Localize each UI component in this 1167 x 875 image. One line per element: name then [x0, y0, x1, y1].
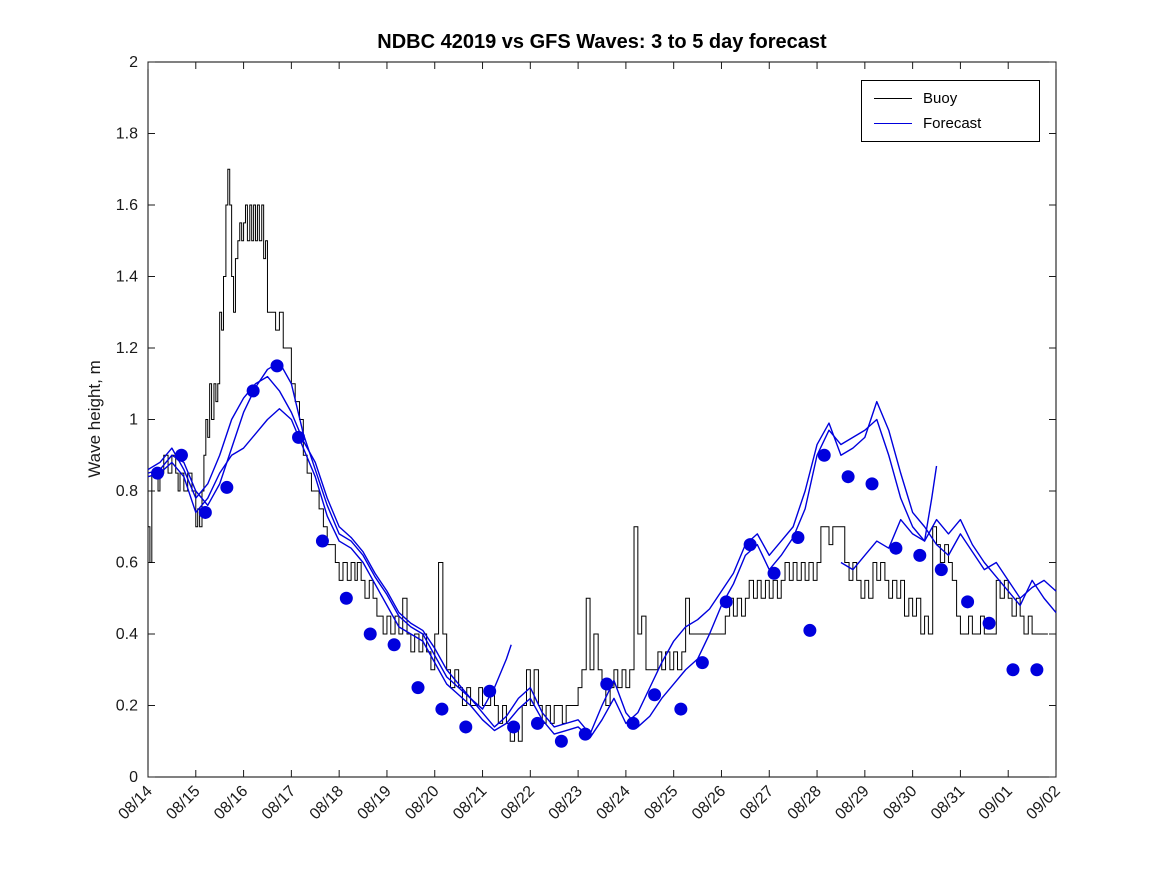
legend-entry-buoy: Buoy — [874, 90, 1027, 107]
forecast-marker — [387, 638, 401, 652]
legend-label-forecast: Forecast — [923, 115, 982, 132]
y-tick-label: 1.2 — [116, 340, 138, 357]
forecast-marker — [674, 702, 688, 716]
forecast-marker — [246, 384, 260, 398]
y-tick-label: 0.8 — [116, 483, 138, 500]
forecast-marker — [865, 477, 879, 491]
x-tick-label: 09/01 — [976, 783, 1016, 823]
forecast-marker — [459, 720, 473, 734]
forecast-marker — [841, 470, 855, 484]
x-tick-label: 09/02 — [1023, 783, 1063, 823]
y-tick-label: 1.8 — [116, 126, 138, 143]
x-tick-label: 08/18 — [307, 783, 347, 823]
forecast-marker — [578, 727, 592, 741]
forecast-marker — [791, 530, 805, 544]
chart-title: NDBC 42019 vs GFS Waves: 3 to 5 day fore… — [377, 31, 827, 53]
forecast-marker — [483, 684, 497, 698]
forecast-marker — [315, 534, 329, 548]
forecast-marker — [339, 591, 353, 605]
forecast-marker — [803, 623, 817, 637]
forecast-marker — [934, 563, 948, 577]
forecast-marker — [889, 541, 903, 555]
y-axis-label: Wave height, m — [85, 360, 104, 478]
forecast-marker — [270, 359, 284, 373]
y-tick-label: 0.4 — [116, 626, 138, 643]
legend-label-buoy: Buoy — [923, 90, 958, 107]
forecast-markers — [151, 359, 1044, 748]
forecast-marker — [695, 656, 709, 670]
buoy-line-swatch — [874, 98, 912, 99]
forecast-marker — [600, 677, 614, 691]
forecast-marker — [554, 734, 568, 748]
legend-entry-forecast: Forecast — [874, 115, 1027, 132]
y-axis: 0 0.2 0.4 0.6 0.8 1 1.2 1.4 1.6 1.8 2 — [116, 54, 1056, 786]
x-tick-label: 08/17 — [259, 783, 299, 823]
forecast-marker — [507, 720, 521, 734]
forecast-marker — [719, 595, 733, 609]
y-tick-label: 1.4 — [116, 269, 138, 286]
y-tick-label: 0.6 — [116, 555, 138, 572]
buoy-series — [148, 168, 1048, 742]
x-axis: 08/14 08/15 08/16 08/17 08/18 08/19 08/20 08/21… — [115, 62, 1064, 823]
forecast-line-swatch — [874, 123, 912, 124]
x-tick-label: 08/14 — [115, 783, 155, 823]
x-tick-label: 08/22 — [498, 783, 538, 823]
forecast-marker — [743, 538, 757, 552]
forecast-marker — [292, 430, 306, 444]
forecast-marker — [363, 627, 377, 641]
forecast-marker — [174, 448, 188, 462]
x-tick-label: 08/20 — [402, 783, 442, 823]
forecast-marker — [1006, 663, 1020, 677]
y-tick-label: 0 — [129, 769, 138, 786]
x-tick-label: 08/27 — [737, 783, 777, 823]
forecast-marker — [220, 480, 234, 494]
x-tick-label: 08/23 — [546, 783, 586, 823]
legend-box: Buoy Forecast — [861, 80, 1040, 142]
forecast-marker — [817, 448, 831, 462]
x-tick-label: 08/25 — [641, 783, 681, 823]
forecast-marker — [411, 681, 425, 695]
y-tick-label: 0.2 — [116, 698, 138, 715]
x-tick-label: 08/26 — [689, 783, 729, 823]
forecast-marker — [913, 548, 927, 562]
x-tick-label: 08/24 — [593, 783, 633, 823]
x-tick-label: 08/29 — [832, 783, 872, 823]
forecast-marker — [982, 616, 996, 630]
x-tick-label: 08/15 — [163, 783, 203, 823]
x-tick-label: 08/21 — [450, 783, 490, 823]
y-tick-label: 2 — [129, 54, 138, 71]
forecast-marker — [1030, 663, 1044, 677]
forecast-run-4 — [840, 465, 938, 571]
forecast-marker — [530, 716, 544, 730]
forecast-marker — [648, 688, 662, 702]
forecast-marker — [961, 595, 975, 609]
x-tick-label: 08/31 — [928, 783, 968, 823]
forecast-marker — [626, 716, 640, 730]
forecast-marker — [198, 505, 212, 519]
forecast-run-3 — [147, 375, 512, 710]
x-tick-label: 08/28 — [785, 783, 825, 823]
forecast-series — [147, 361, 1057, 739]
forecast-marker — [767, 566, 781, 580]
y-tick-label: 1 — [129, 412, 138, 429]
forecast-run-1 — [147, 361, 1057, 735]
forecast-marker — [435, 702, 449, 716]
x-tick-label: 08/30 — [880, 783, 920, 823]
y-tick-label: 1.6 — [116, 197, 138, 214]
forecast-marker — [151, 466, 165, 480]
x-tick-label: 08/19 — [354, 783, 394, 823]
x-tick-label: 08/16 — [211, 783, 251, 823]
